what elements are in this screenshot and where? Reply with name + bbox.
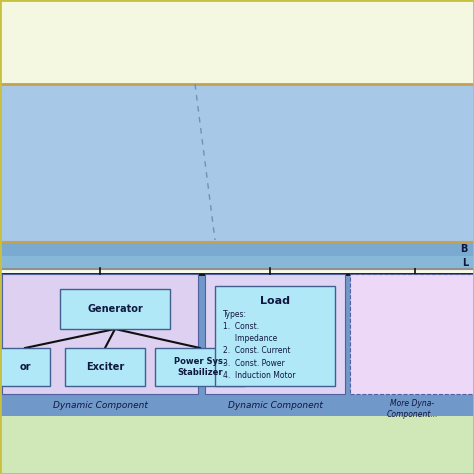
Bar — [0, 84, 474, 242]
Text: More Dyna-
Component...: More Dyna- Component... — [386, 399, 438, 419]
Text: Dynamic Component: Dynamic Component — [228, 401, 322, 410]
Bar — [0, 274, 474, 416]
Text: Dynamic Component: Dynamic Component — [53, 401, 147, 410]
Bar — [215, 286, 335, 386]
Text: Generator: Generator — [87, 304, 143, 314]
Bar — [155, 348, 245, 386]
Bar — [2, 274, 198, 394]
Bar — [65, 348, 145, 386]
Bar — [0, 0, 474, 84]
Bar — [205, 274, 345, 394]
Bar — [60, 289, 170, 329]
Text: Types:
1.  Const.
     Impedance
2.  Const. Current
3.  Const. Power
4.  Inducti: Types: 1. Const. Impedance 2. Const. Cur… — [223, 310, 295, 380]
Bar — [0, 416, 474, 474]
Bar — [0, 256, 474, 269]
Text: or: or — [19, 362, 31, 372]
Text: Exciter: Exciter — [86, 362, 124, 372]
Bar — [0, 242, 474, 256]
Text: B: B — [461, 244, 468, 254]
Text: Load: Load — [260, 296, 290, 306]
Bar — [350, 274, 474, 394]
Text: Power Sys.
Stabilizer: Power Sys. Stabilizer — [174, 357, 226, 377]
Bar — [0, 348, 50, 386]
Text: L: L — [462, 257, 468, 267]
